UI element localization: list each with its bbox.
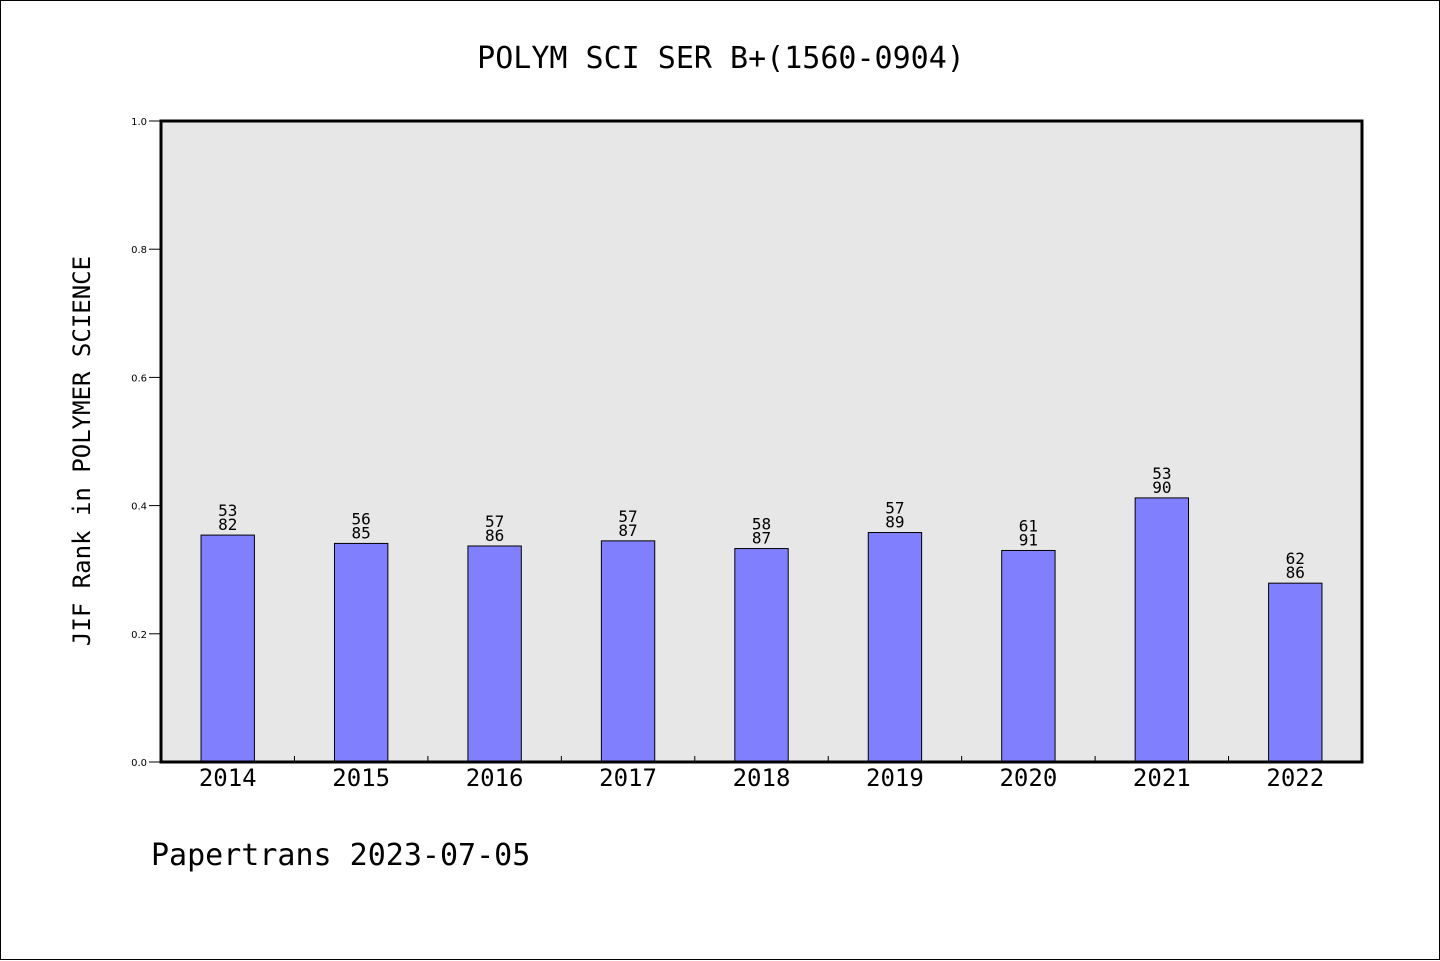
bar-label-rank: 57 bbox=[618, 507, 637, 526]
bar-2014 bbox=[200, 534, 255, 763]
footer-stamp: Papertrans 2023-07-05 bbox=[151, 838, 530, 873]
y-tick-label: 0.6 bbox=[131, 373, 147, 384]
bar-label-total: 87 bbox=[752, 529, 771, 548]
x-axis-ticks: 2014 2015 2016 2017 2018 2019 2020 2021 2022 bbox=[199, 756, 1324, 792]
bar-label-total: 89 bbox=[885, 513, 904, 532]
x-tick-label: 2022 bbox=[1266, 764, 1324, 792]
bar-2019 bbox=[867, 532, 923, 763]
x-tick-label: 2017 bbox=[599, 764, 657, 792]
x-tick-label: 2021 bbox=[1133, 764, 1191, 792]
bar-label-total: 86 bbox=[485, 526, 504, 545]
bar-label-rank: 57 bbox=[885, 499, 904, 518]
y-axis-label: JIF Rank in POLYMER SCIENCE bbox=[68, 256, 96, 646]
bar-label-total: 85 bbox=[352, 523, 371, 542]
x-tick-label: 2020 bbox=[999, 764, 1057, 792]
bar-label-total: 82 bbox=[218, 515, 237, 534]
bar-label-total: 91 bbox=[1019, 530, 1038, 549]
x-tick-label: 2014 bbox=[199, 764, 257, 792]
bar-2016 bbox=[467, 545, 522, 763]
bar-2022 bbox=[1268, 582, 1323, 763]
y-tick-label: 0.0 bbox=[131, 758, 147, 769]
bar-label-rank: 57 bbox=[485, 512, 504, 531]
x-tick-label: 2016 bbox=[466, 764, 524, 792]
y-tick-label: 0.4 bbox=[131, 502, 147, 513]
bar-label-rank: 62 bbox=[1286, 549, 1305, 568]
bar-2021 bbox=[1134, 497, 1190, 763]
bar-2017 bbox=[600, 540, 656, 763]
y-tick-label: 1.0 bbox=[131, 117, 147, 128]
x-tick-label: 2018 bbox=[733, 764, 791, 792]
bar-label-rank: 53 bbox=[218, 501, 237, 520]
bar-label-rank: 56 bbox=[352, 509, 371, 528]
y-axis-ticks: 0.0 0.2 0.4 0.6 0.8 1.0 bbox=[131, 117, 161, 769]
bar-2018 bbox=[734, 548, 789, 763]
bar-label-rank: 53 bbox=[1152, 464, 1171, 483]
x-tick-label: 2019 bbox=[866, 764, 924, 792]
y-tick-label: 0.2 bbox=[131, 630, 147, 641]
bar-2020 bbox=[1001, 549, 1056, 763]
y-tick-label: 0.8 bbox=[131, 245, 147, 256]
bar-label-total: 87 bbox=[618, 521, 637, 540]
bar-label-rank: 58 bbox=[752, 515, 771, 534]
bar-2015 bbox=[333, 542, 389, 763]
bars-group bbox=[200, 497, 1323, 763]
bar-label-total: 90 bbox=[1152, 478, 1171, 497]
bar-label-total: 86 bbox=[1286, 563, 1305, 582]
chart-title: POLYM SCI SER B+(1560-0904) bbox=[477, 41, 965, 76]
plot-border bbox=[159, 119, 1364, 764]
bar-label-rank: 61 bbox=[1019, 516, 1038, 535]
x-tick-label: 2015 bbox=[332, 764, 390, 792]
